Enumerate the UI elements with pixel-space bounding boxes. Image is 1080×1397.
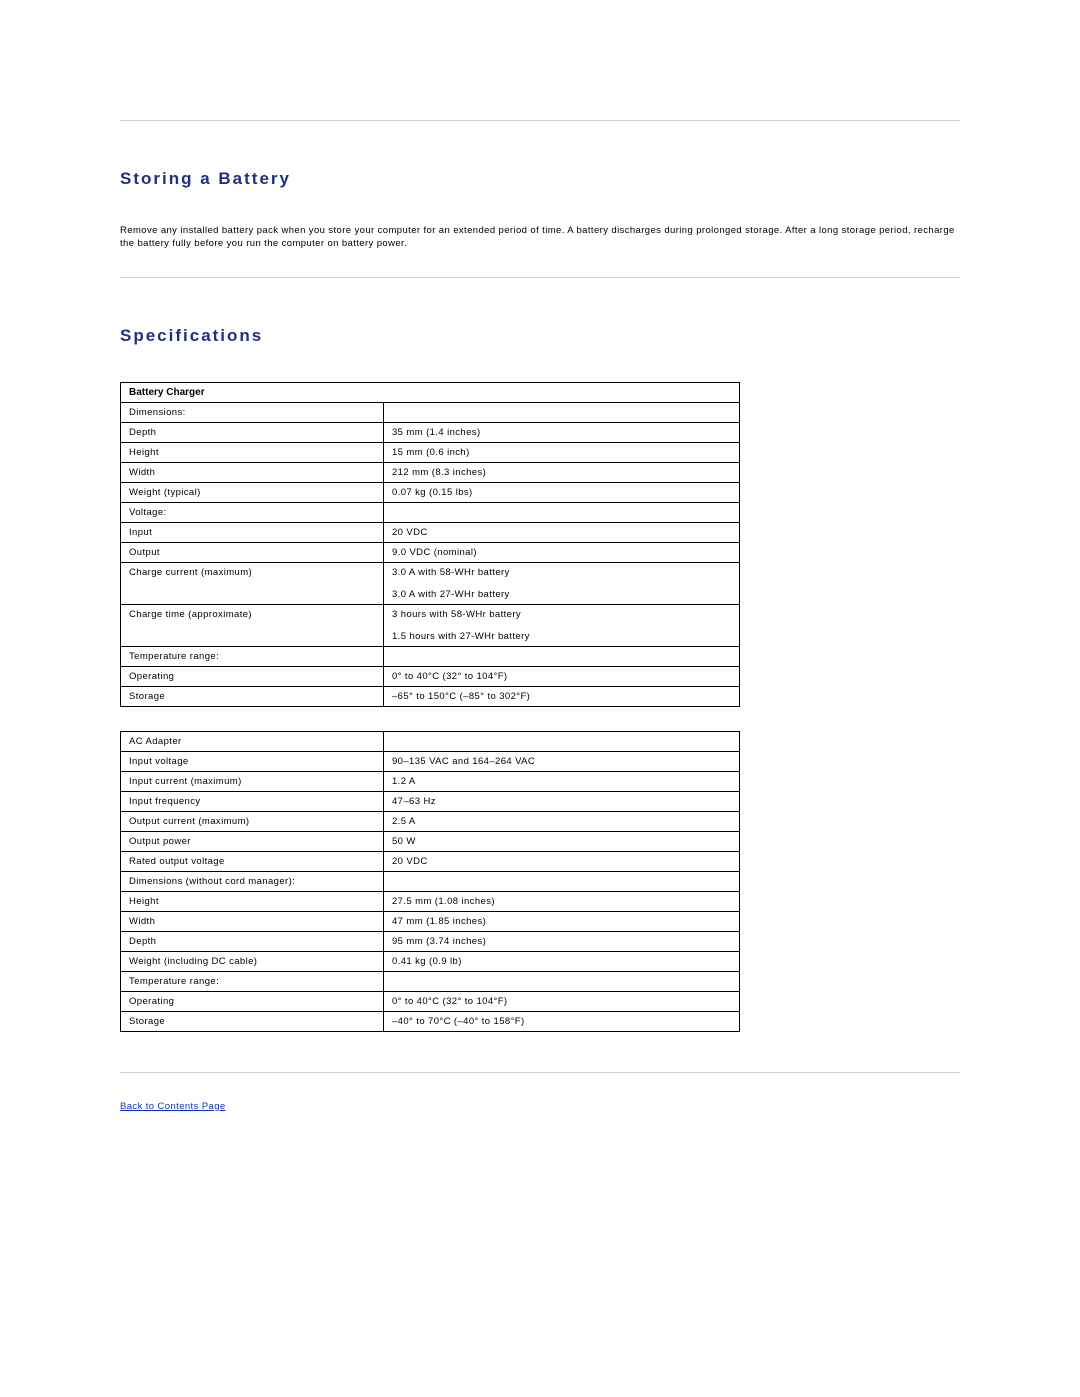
table1-header: Battery Charger <box>121 382 740 402</box>
spec-value: –40° to 70°C (–40° to 158°F) <box>384 1011 740 1031</box>
table-row: Width212 mm (8.3 inches) <box>121 462 740 482</box>
spec-value: 47–63 Hz <box>384 791 740 811</box>
spec-label: Width <box>121 462 384 482</box>
specifications-heading: Specifications <box>120 326 960 346</box>
spec-value: 27.5 mm (1.08 inches) <box>384 891 740 911</box>
spec-value <box>384 971 740 991</box>
table-row: Operating0° to 40°C (32° to 104°F) <box>121 991 740 1011</box>
spec-label: Height <box>121 891 384 911</box>
table-row: Output power50 W <box>121 831 740 851</box>
spec-label: Input current (maximum) <box>121 771 384 791</box>
spec-value: 3 hours with 58-WHr battery1.5 hours wit… <box>384 604 740 646</box>
spec-label: Input frequency <box>121 791 384 811</box>
top-spacer <box>120 0 960 120</box>
spec-value: 212 mm (8.3 inches) <box>384 462 740 482</box>
divider <box>120 120 960 121</box>
spec-value: 1.2 A <box>384 771 740 791</box>
spec-label: Storage <box>121 686 384 706</box>
spec-label: Height <box>121 442 384 462</box>
spec-label: Output <box>121 542 384 562</box>
spec-value: –65° to 150°C (–85° to 302°F) <box>384 686 740 706</box>
spec-value <box>384 646 740 666</box>
spec-label: Rated output voltage <box>121 851 384 871</box>
spec-value: 0.07 kg (0.15 lbs) <box>384 482 740 502</box>
spec-value: 95 mm (3.74 inches) <box>384 931 740 951</box>
spec-value: 47 mm (1.85 inches) <box>384 911 740 931</box>
table-row: Weight (typical)0.07 kg (0.15 lbs) <box>121 482 740 502</box>
spec-label: Charge current (maximum) <box>121 562 384 604</box>
spec-label: Temperature range: <box>121 971 384 991</box>
table-row: Output current (maximum)2.5 A <box>121 811 740 831</box>
table-row: Height27.5 mm (1.08 inches) <box>121 891 740 911</box>
table-row: Operating0° to 40°C (32° to 104°F) <box>121 666 740 686</box>
spec-label: Weight (including DC cable) <box>121 951 384 971</box>
spec-label: Dimensions (without cord manager): <box>121 871 384 891</box>
spec-value <box>384 402 740 422</box>
table-row: Charge current (maximum)3.0 A with 58-WH… <box>121 562 740 604</box>
table-row: Input frequency47–63 Hz <box>121 791 740 811</box>
table-row: Weight (including DC cable)0.41 kg (0.9 … <box>121 951 740 971</box>
spec-value: 0° to 40°C (32° to 104°F) <box>384 666 740 686</box>
table-row: Input20 VDC <box>121 522 740 542</box>
spec-value <box>384 502 740 522</box>
spec-value: 0.41 kg (0.9 lb) <box>384 951 740 971</box>
spec-value: 20 VDC <box>384 522 740 542</box>
spec-label: Depth <box>121 931 384 951</box>
divider <box>120 277 960 278</box>
table-row: Output9.0 VDC (nominal) <box>121 542 740 562</box>
table-row: Storage–40° to 70°C (–40° to 158°F) <box>121 1011 740 1031</box>
spec-label: Operating <box>121 991 384 1011</box>
table-row: AC Adapter <box>121 731 740 751</box>
table-row: Voltage: <box>121 502 740 522</box>
table-row: Height15 mm (0.6 inch) <box>121 442 740 462</box>
table-row: Temperature range: <box>121 646 740 666</box>
spec-label: Operating <box>121 666 384 686</box>
spec-label: Depth <box>121 422 384 442</box>
storing-battery-heading: Storing a Battery <box>120 169 960 189</box>
spec-label: Output power <box>121 831 384 851</box>
spec-value <box>384 731 740 751</box>
spec-label: AC Adapter <box>121 731 384 751</box>
spec-value: 50 W <box>384 831 740 851</box>
spec-label: Output current (maximum) <box>121 811 384 831</box>
spec-value: 20 VDC <box>384 851 740 871</box>
spec-value: 90–135 VAC and 164–264 VAC <box>384 751 740 771</box>
spec-value: 3.0 A with 58-WHr battery3.0 A with 27-W… <box>384 562 740 604</box>
table-row: Width47 mm (1.85 inches) <box>121 911 740 931</box>
ac-adapter-table: AC AdapterInput voltage90–135 VAC and 16… <box>120 731 740 1032</box>
spec-value: 15 mm (0.6 inch) <box>384 442 740 462</box>
spec-label: Storage <box>121 1011 384 1031</box>
table-row: Storage–65° to 150°C (–85° to 302°F) <box>121 686 740 706</box>
table-row: Depth35 mm (1.4 inches) <box>121 422 740 442</box>
divider <box>120 1072 960 1073</box>
spec-label: Dimensions: <box>121 402 384 422</box>
table-row: Charge time (approximate)3 hours with 58… <box>121 604 740 646</box>
table-row: Dimensions (without cord manager): <box>121 871 740 891</box>
table-row: Temperature range: <box>121 971 740 991</box>
spec-value: 2.5 A <box>384 811 740 831</box>
spec-value: 9.0 VDC (nominal) <box>384 542 740 562</box>
table-row: Dimensions: <box>121 402 740 422</box>
back-to-contents-link[interactable]: Back to Contents Page <box>120 1101 226 1112</box>
table-row: Depth95 mm (3.74 inches) <box>121 931 740 951</box>
spec-label: Input <box>121 522 384 542</box>
spec-label: Temperature range: <box>121 646 384 666</box>
spec-label: Input voltage <box>121 751 384 771</box>
table-row: Input voltage90–135 VAC and 164–264 VAC <box>121 751 740 771</box>
spec-label: Width <box>121 911 384 931</box>
spec-label: Voltage: <box>121 502 384 522</box>
spec-value: 35 mm (1.4 inches) <box>384 422 740 442</box>
spec-label: Charge time (approximate) <box>121 604 384 646</box>
spec-value <box>384 871 740 891</box>
battery-charger-table: Battery Charger Dimensions:Depth35 mm (1… <box>120 382 740 707</box>
storing-battery-paragraph: Remove any installed battery pack when y… <box>120 225 960 251</box>
spec-label: Weight (typical) <box>121 482 384 502</box>
table-row: Input current (maximum)1.2 A <box>121 771 740 791</box>
table-row: Rated output voltage20 VDC <box>121 851 740 871</box>
spec-value: 0° to 40°C (32° to 104°F) <box>384 991 740 1011</box>
